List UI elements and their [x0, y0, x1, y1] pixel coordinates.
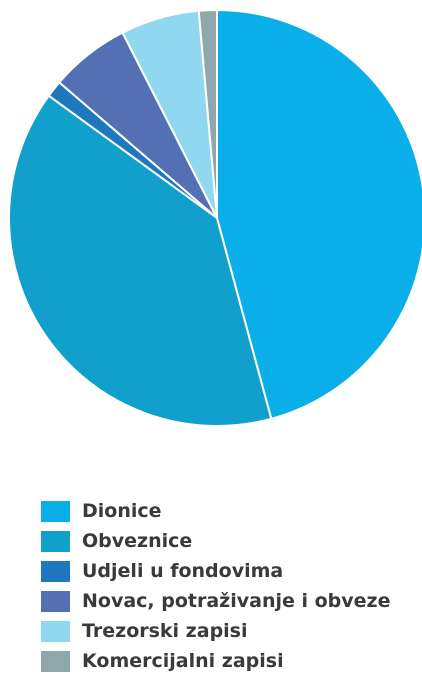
pie-slice-1[interactable]	[7, 94, 273, 427]
legend-label: Obveznice	[82, 530, 193, 552]
pie-slice-0[interactable]	[216, 9, 422, 420]
legend-item-5[interactable]: Komercijalni zapisi	[41, 646, 391, 676]
legend-item-0[interactable]: Dionice	[41, 496, 391, 526]
legend-swatch	[41, 590, 70, 612]
legend-label: Dionice	[82, 500, 162, 522]
legend-item-4[interactable]: Trezorski zapisi	[41, 616, 391, 646]
legend-swatch	[41, 650, 70, 672]
legend-swatch	[41, 530, 70, 552]
pie-slice-5[interactable]	[197, 8, 218, 219]
legend: Dionice Obveznice Udjeli u fondovima Novac,…	[41, 496, 391, 676]
legend-label: Trezorski zapisi	[82, 620, 248, 642]
legend-label: Novac, potraživanje i obveze	[82, 590, 391, 612]
pie-slices	[7, 8, 422, 427]
legend-item-2[interactable]: Udjeli u fondovima	[41, 556, 391, 586]
legend-label: Udjeli u fondovima	[82, 560, 284, 582]
legend-item-3[interactable]: Novac, potraživanje i obveze	[41, 586, 391, 616]
legend-swatch	[41, 500, 70, 522]
pie-chart	[7, 8, 422, 427]
legend-swatch	[41, 620, 70, 642]
legend-swatch	[41, 560, 70, 582]
legend-item-1[interactable]: Obveznice	[41, 526, 391, 556]
legend-label: Komercijalni zapisi	[82, 650, 284, 672]
